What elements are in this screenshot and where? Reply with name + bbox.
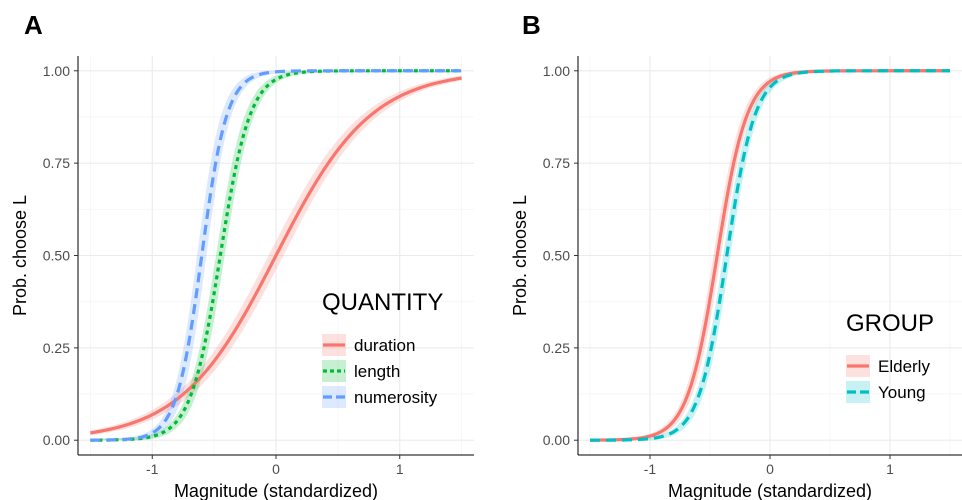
panel-a-legend-label-duration: duration <box>354 336 415 355</box>
panel-a-legend-title: QUANTITY <box>322 289 443 316</box>
panel-b-x-axis-label: Magnitude (standardized) <box>668 481 872 500</box>
panel-a-y-tick-label: 0.25 <box>43 340 70 356</box>
panel-a-x-tick-label: 0 <box>272 461 280 477</box>
panel-b-legend-key-band-young <box>846 381 870 403</box>
panel-a-legend-label-length: length <box>354 362 400 381</box>
panel-a-x-tick-label: -1 <box>146 461 159 477</box>
panel-b-y-axis-label: Prob. choose L <box>510 195 530 316</box>
panel-b-y-tick-label: 0.50 <box>543 248 570 264</box>
panel-b-y-tick-label: 0.00 <box>543 432 570 448</box>
panel-b-y-tick-label: 0.75 <box>543 155 570 171</box>
panel-b-line-elderly <box>589 69 950 442</box>
panel-a-legend-key-band-numerosity <box>322 386 346 408</box>
panel-b-x-tick-label: 0 <box>766 461 774 477</box>
panel-b-y-tick-label: 1.00 <box>543 63 570 79</box>
panel-a-y-tick-label: 1.00 <box>43 63 70 79</box>
panel-b-x-tick-label: -1 <box>644 461 657 477</box>
panel-b-legend-label-elderly: Elderly <box>878 357 930 376</box>
panel-a-line-duration <box>90 76 462 435</box>
panel-a-y-tick-label: 0.75 <box>43 155 70 171</box>
panel-a-x-tick-label: 1 <box>396 461 404 477</box>
panel-b-legend-label-young: Young <box>878 383 926 402</box>
panel-a-y-tick-label: 0.00 <box>43 432 70 448</box>
panel-a-legend-label-numerosity: numerosity <box>354 388 438 407</box>
panel-b-letter: B <box>522 10 541 40</box>
panel-b-line-young <box>590 69 950 442</box>
panel-a: A -1 0 1 0.00 0.25 0.50 0.75 1.00 Magnitude (sta… <box>10 10 474 500</box>
panel-a-y-tick-label: 0.50 <box>43 248 70 264</box>
panel-a-letter: A <box>24 10 43 40</box>
panel-a-x-axis-label: Magnitude (standardized) <box>174 481 378 500</box>
panel-a-y-axis-label: Prob. choose L <box>10 195 30 316</box>
panel-b-y-tick-label: 0.25 <box>543 340 570 356</box>
panel-b-legend-title: GROUP <box>846 310 934 337</box>
panel-b-x-tick-label: 1 <box>886 461 894 477</box>
panel-a-line-numerosity <box>90 69 462 442</box>
panel-b: B -1 0 1 0.00 0.25 0.50 0.75 1.00 Magnitude (sta… <box>510 10 962 500</box>
panel-a-line-length <box>90 69 462 442</box>
